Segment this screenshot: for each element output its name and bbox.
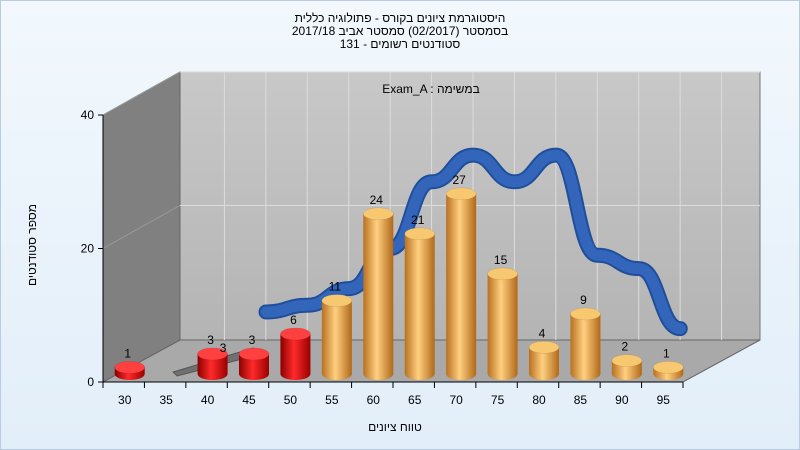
x-tick-label: 55 — [325, 393, 339, 407]
bar-top — [404, 227, 435, 241]
bar-body — [239, 353, 269, 380]
data-label-55: 11 — [329, 280, 342, 294]
bar-body — [570, 313, 601, 380]
bar-top — [653, 361, 684, 374]
data-label-75: 15 — [494, 253, 508, 267]
x-tick-label: 35 — [159, 393, 173, 407]
bar-top — [611, 354, 643, 367]
bar-top — [114, 361, 145, 374]
bar-body — [529, 347, 559, 380]
bar-90 — [611, 354, 643, 380]
data-label-80: 4 — [539, 326, 546, 340]
x-tick-label: 75 — [491, 393, 505, 407]
bar-body — [487, 273, 518, 380]
bar-95 — [653, 361, 684, 380]
bar-65 — [404, 227, 435, 380]
bar-45 — [238, 347, 270, 380]
data-label-60: 24 — [370, 193, 384, 207]
grid-line-left — [102, 71, 181, 116]
bar-top — [238, 347, 270, 361]
bar-75 — [487, 267, 518, 380]
x-axis-ticks: 30 35 40 45 50 55 60 65 70 75 80 85 90 95 — [102, 382, 684, 407]
bar-top — [487, 267, 518, 281]
x-tick-label: 70 — [449, 393, 463, 407]
bar-top — [363, 207, 394, 221]
x-tick-label: 45 — [242, 393, 256, 407]
y-tick-label: 0 — [87, 375, 94, 389]
data-label-grey: 3 — [220, 341, 227, 355]
data-label-95: 1 — [663, 346, 670, 360]
exam-annotation: Exam_A : במשימה — [382, 82, 480, 96]
bar-body — [404, 233, 435, 380]
x-tick-label: 85 — [574, 393, 588, 407]
bar-top — [445, 187, 477, 201]
data-label-40: 3 — [207, 333, 214, 347]
chart-title-line-3: סטודנטים רשומים - 131 — [339, 37, 461, 51]
chart-title-line-1: היסטוגרמת ציונים בקורס - פתולוגיה כללית — [294, 11, 506, 25]
bar-80 — [528, 341, 560, 380]
data-label-45: 3 — [249, 333, 256, 347]
bar-60 — [363, 207, 394, 380]
bar-body — [446, 193, 477, 380]
bar-top — [197, 347, 228, 361]
grid-line-left — [102, 205, 181, 249]
x-tick-label: 40 — [201, 393, 215, 407]
bar-top — [321, 294, 353, 307]
x-tick-label: 60 — [367, 393, 381, 407]
bar-70 — [445, 187, 477, 380]
data-label-50: 6 — [290, 313, 297, 327]
bar-top — [280, 327, 311, 341]
bar-30 — [114, 361, 145, 380]
x-tick-label: 90 — [615, 393, 629, 407]
y-axis-label: מספר סטודנטים — [25, 203, 39, 287]
bar-body — [321, 300, 352, 380]
x-tick-label: 30 — [118, 393, 132, 407]
data-label-70: 27 — [452, 173, 466, 187]
bar-top — [528, 341, 560, 354]
data-label-85: 9 — [580, 293, 587, 307]
x-axis-label: טווח ציונים — [368, 420, 422, 434]
bar-body — [280, 333, 311, 380]
bar-body — [363, 213, 394, 380]
x-tick-label: 50 — [284, 393, 298, 407]
bar-85 — [570, 307, 601, 380]
y-tick-label: 40 — [81, 108, 95, 122]
x-tick-label: 65 — [408, 393, 422, 407]
bar-body — [197, 353, 228, 380]
trend-curve-layer — [258, 147, 688, 337]
bar-50 — [280, 327, 311, 380]
x-tick-label: 95 — [657, 393, 671, 407]
data-label-30: 1 — [124, 346, 131, 360]
bar-55 — [321, 294, 353, 380]
trend-curve — [260, 149, 686, 335]
chart-title-line-2: בסמסטר (02/2017) סמסטר אביב 2017/18 — [291, 24, 509, 38]
x-tick-label: 80 — [532, 393, 546, 407]
bar-40 — [197, 347, 228, 380]
data-label-90: 2 — [622, 340, 629, 354]
y-axis-ticks: 0 20 40 — [81, 108, 103, 389]
bar-top — [570, 307, 601, 321]
data-label-65: 21 — [411, 213, 425, 227]
y-tick-label: 20 — [81, 242, 95, 256]
bars-layer — [114, 187, 684, 380]
